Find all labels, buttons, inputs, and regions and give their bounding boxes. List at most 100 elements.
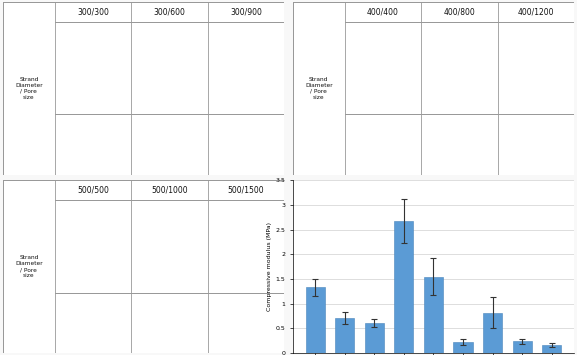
Circle shape xyxy=(101,256,103,258)
Circle shape xyxy=(212,69,214,70)
Circle shape xyxy=(250,239,252,241)
Circle shape xyxy=(68,61,70,62)
Circle shape xyxy=(227,228,230,229)
Circle shape xyxy=(106,49,108,51)
Bar xyxy=(57,294,130,351)
Circle shape xyxy=(229,90,231,92)
Circle shape xyxy=(514,84,516,86)
Circle shape xyxy=(229,73,231,75)
Circle shape xyxy=(201,238,204,239)
Circle shape xyxy=(143,257,145,258)
Circle shape xyxy=(226,99,228,100)
Circle shape xyxy=(469,70,471,71)
Circle shape xyxy=(194,281,196,282)
Circle shape xyxy=(201,219,204,220)
Circle shape xyxy=(530,49,533,51)
Circle shape xyxy=(278,274,280,275)
Circle shape xyxy=(182,214,185,215)
Circle shape xyxy=(278,26,280,28)
Circle shape xyxy=(218,286,220,287)
Circle shape xyxy=(257,31,260,32)
Circle shape xyxy=(393,53,395,55)
Circle shape xyxy=(460,43,463,44)
Circle shape xyxy=(539,26,542,28)
Circle shape xyxy=(194,257,196,258)
Circle shape xyxy=(181,107,183,109)
Circle shape xyxy=(254,31,256,32)
Text: 500/1000: 500/1000 xyxy=(151,186,188,195)
Circle shape xyxy=(219,31,221,32)
Circle shape xyxy=(456,91,458,93)
Circle shape xyxy=(170,247,173,249)
Circle shape xyxy=(487,80,489,82)
Circle shape xyxy=(265,274,268,275)
Circle shape xyxy=(501,65,504,66)
Circle shape xyxy=(178,224,181,225)
Circle shape xyxy=(166,26,168,28)
Circle shape xyxy=(250,270,252,272)
Circle shape xyxy=(465,70,467,71)
Circle shape xyxy=(542,88,545,89)
Circle shape xyxy=(167,247,169,249)
Circle shape xyxy=(568,26,570,28)
Circle shape xyxy=(151,95,153,96)
Circle shape xyxy=(256,259,258,260)
Circle shape xyxy=(520,53,523,55)
Circle shape xyxy=(272,274,274,275)
Circle shape xyxy=(221,239,223,241)
Circle shape xyxy=(561,104,564,105)
Circle shape xyxy=(227,255,230,256)
Circle shape xyxy=(425,97,428,98)
Circle shape xyxy=(171,82,173,84)
Circle shape xyxy=(236,52,238,53)
Circle shape xyxy=(166,58,168,59)
Circle shape xyxy=(240,259,242,260)
Text: 400/400: 400/400 xyxy=(367,7,399,16)
Circle shape xyxy=(275,31,277,32)
Circle shape xyxy=(533,57,535,59)
Circle shape xyxy=(186,95,189,96)
Circle shape xyxy=(239,48,242,49)
Circle shape xyxy=(147,272,149,273)
Circle shape xyxy=(136,70,137,71)
Circle shape xyxy=(257,107,260,109)
Circle shape xyxy=(113,249,115,250)
Circle shape xyxy=(151,107,153,109)
Circle shape xyxy=(190,224,192,225)
Circle shape xyxy=(447,80,449,82)
Circle shape xyxy=(224,255,227,256)
Circle shape xyxy=(565,53,567,55)
Circle shape xyxy=(452,107,454,109)
Circle shape xyxy=(170,205,173,206)
Circle shape xyxy=(212,239,214,241)
Circle shape xyxy=(269,282,271,283)
Circle shape xyxy=(215,232,217,233)
Circle shape xyxy=(201,272,204,273)
Circle shape xyxy=(443,53,445,55)
Circle shape xyxy=(240,274,242,275)
Circle shape xyxy=(269,263,271,264)
Circle shape xyxy=(198,219,200,220)
Circle shape xyxy=(520,80,523,82)
Circle shape xyxy=(182,233,185,235)
Circle shape xyxy=(447,37,449,39)
Circle shape xyxy=(250,31,252,32)
Circle shape xyxy=(275,73,277,75)
Circle shape xyxy=(163,276,165,278)
Circle shape xyxy=(278,266,280,268)
Circle shape xyxy=(469,75,471,76)
Circle shape xyxy=(59,234,61,235)
Circle shape xyxy=(469,102,471,103)
Circle shape xyxy=(219,39,221,40)
Circle shape xyxy=(240,212,242,214)
Circle shape xyxy=(568,57,570,59)
Circle shape xyxy=(226,26,228,28)
Circle shape xyxy=(268,86,270,87)
Circle shape xyxy=(77,212,79,213)
Circle shape xyxy=(278,236,280,237)
Circle shape xyxy=(125,61,128,62)
Circle shape xyxy=(439,53,441,55)
Circle shape xyxy=(167,238,169,239)
Circle shape xyxy=(125,271,128,272)
Circle shape xyxy=(236,77,238,79)
